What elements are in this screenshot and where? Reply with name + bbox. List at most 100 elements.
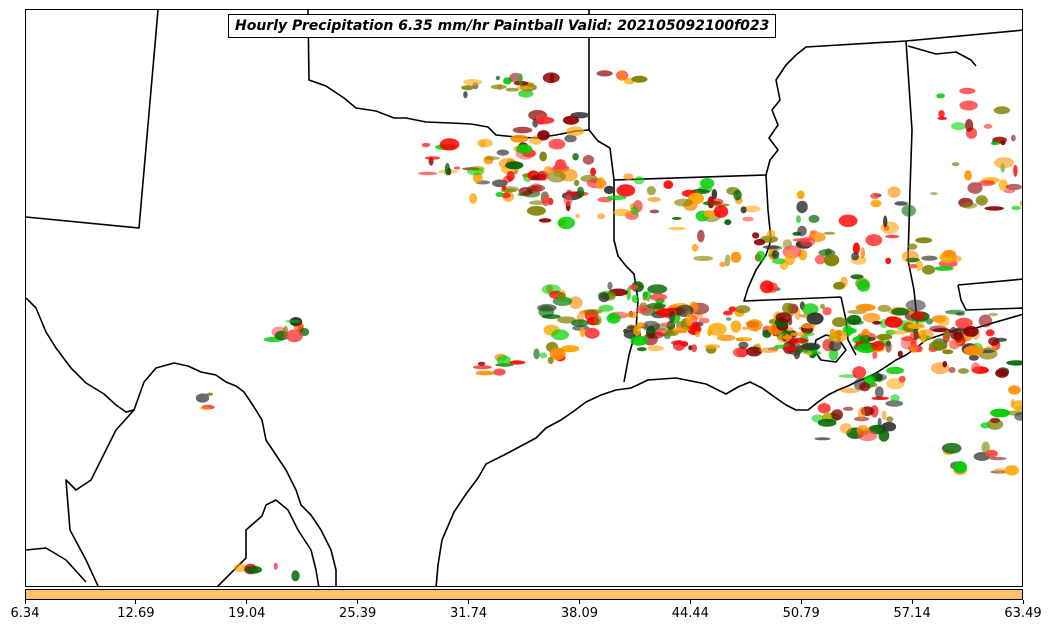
precip-blob (477, 361, 486, 366)
precip-blob (693, 255, 714, 261)
precip-blob (938, 110, 945, 118)
colorbar-tick (357, 600, 359, 604)
colorbar-tick (800, 600, 802, 604)
precip-blob (901, 204, 916, 217)
precip-blob (631, 294, 639, 304)
precip-blob (647, 197, 661, 202)
colorbar-tick (1022, 600, 1024, 604)
precip-blob (746, 319, 763, 332)
precip-blob (539, 151, 547, 162)
precip-blob (685, 313, 694, 327)
precip-blob (668, 310, 676, 323)
precip-blob (606, 312, 621, 324)
precip-blob (746, 346, 762, 357)
precip-blob (920, 330, 927, 343)
precip-blob (633, 176, 645, 185)
precip-blob (809, 230, 818, 234)
state-boundary (905, 40, 919, 331)
colorbar-tick (135, 600, 137, 604)
precip-blob (529, 200, 546, 205)
precip-blob (636, 347, 647, 352)
precip-blob (980, 422, 991, 429)
precip-blob (626, 311, 639, 319)
precip-blob (905, 299, 926, 312)
precip-blob (631, 206, 639, 216)
precip-blob (724, 254, 731, 267)
precip-blob (852, 242, 861, 255)
precip-blob (453, 166, 461, 170)
precip-blob (855, 303, 876, 312)
precip-blob (724, 219, 732, 226)
precip-blob (887, 186, 901, 198)
precip-blob (908, 243, 918, 250)
precip-blob (797, 225, 807, 237)
precip-blob (547, 356, 554, 365)
precip-blob (642, 291, 649, 298)
precip-blob (646, 302, 666, 309)
precip-blob (723, 310, 733, 316)
precip-blob (291, 570, 300, 582)
map-title: Hourly Precipitation 6.35 mm/hr Paintbal… (228, 14, 777, 38)
precip-blob (856, 279, 871, 292)
precip-blob (1000, 140, 1006, 146)
state-boundary (907, 45, 977, 67)
precip-blob (630, 335, 648, 346)
precip-blob (990, 417, 1000, 424)
precip-blob (905, 257, 920, 263)
precip-blob (518, 187, 533, 196)
precip-blob (838, 214, 858, 228)
precip-blob (961, 202, 978, 209)
precip-blob (801, 342, 821, 351)
colorbar-tick (578, 600, 580, 604)
precip-blob (633, 325, 641, 337)
precip-blob (495, 191, 504, 198)
precip-blob (782, 345, 798, 351)
precip-blob (713, 205, 729, 218)
precip-blob (994, 468, 1006, 474)
precip-blob (691, 344, 698, 353)
precip-blob (541, 194, 550, 207)
precip-blob (907, 319, 912, 323)
precip-blob (782, 302, 793, 314)
precip-blob (697, 229, 705, 243)
precip-blob (505, 87, 520, 92)
precip-blob (199, 406, 212, 411)
colorbar-tick-label: 12.69 (117, 606, 155, 621)
precip-blob (472, 365, 492, 370)
state-boundary (609, 147, 639, 383)
colorbar-tick-label: 25.39 (339, 606, 377, 621)
precip-blob (1006, 360, 1022, 366)
precip-blob (616, 184, 636, 197)
precip-blob (571, 319, 589, 327)
precip-blob (890, 330, 909, 335)
precip-blob (803, 332, 815, 337)
precip-blob (538, 305, 555, 318)
precip-blob (1019, 200, 1022, 207)
precip-blob (799, 238, 812, 242)
precip-blob (885, 340, 892, 347)
precip-blob (871, 341, 885, 351)
precip-blob (878, 429, 890, 442)
precip-blob (695, 330, 701, 338)
precip-blob (673, 340, 685, 351)
precip-blob (964, 170, 972, 181)
precip-blob (874, 386, 884, 399)
precip-blob (772, 258, 786, 265)
precip-blob (912, 311, 926, 321)
precip-blob (742, 205, 761, 213)
precip-blob (897, 350, 903, 358)
precip-blob (206, 392, 213, 396)
precip-blob (817, 403, 831, 414)
precip-blob (505, 161, 524, 170)
precip-blob (535, 113, 548, 124)
precip-blob (549, 347, 566, 360)
precip-blob (584, 327, 600, 339)
precip-blob (968, 354, 979, 361)
precip-blob (596, 70, 613, 77)
precip-blob (885, 234, 900, 239)
precip-blob (771, 250, 780, 260)
precip-blob (444, 162, 450, 176)
precip-blob (1014, 412, 1022, 421)
precip-blob (843, 406, 854, 411)
colorbar-tick-label: 44.44 (671, 606, 709, 621)
